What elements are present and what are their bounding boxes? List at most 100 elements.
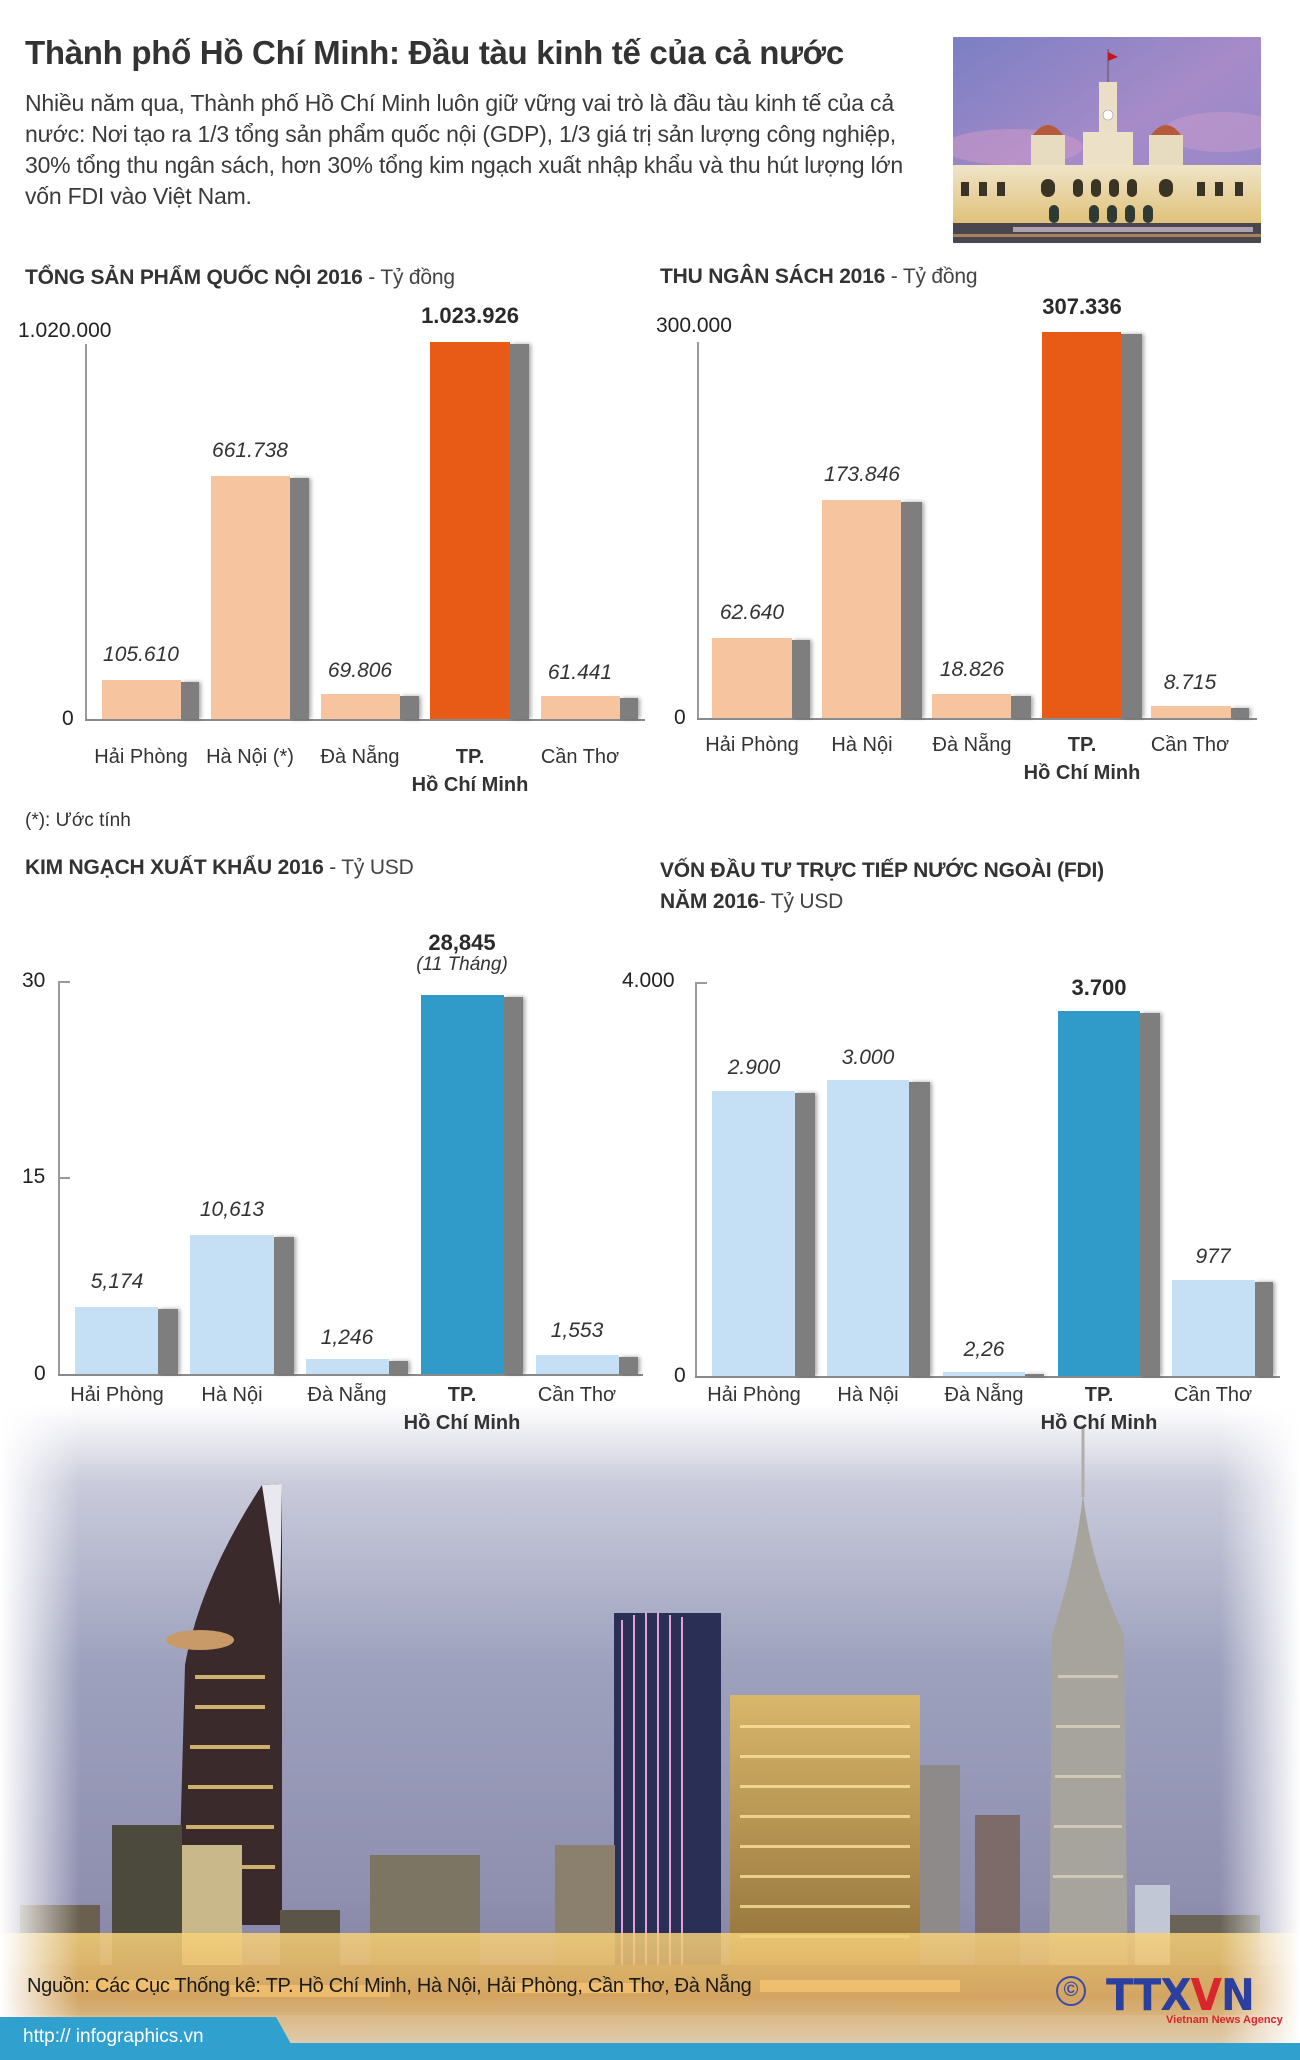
exports-ytick-30: 30 [22,969,46,992]
budget-bar-hai-phong [712,638,792,718]
budget-bar-da-nang [932,694,1011,718]
fdi-value-hcm: 3.700 [1071,975,1127,1000]
budget-bar-shadow [1011,696,1031,718]
fdi-chart-title: VỐN ĐẦU TƯ TRỰC TIẾP NƯỚC NGOÀI (FDI) NĂ… [660,855,1104,917]
exports-cat-da-nang: Đà Nẵng [307,1384,387,1406]
gdp-cat-can-tho: Cần Thơ [540,746,620,768]
intro-paragraph: Nhiều năm qua, Thành phố Hồ Chí Minh luô… [25,90,903,209]
gdp-bar-shadow [510,344,529,719]
budget-ytick-max: 300.000 [656,314,732,337]
exports-bar-shadow [158,1309,178,1374]
gdp-cat-ha-noi: Hà Nội (*) [206,746,294,768]
exports-tick-15 [58,1177,70,1179]
copyright-icon: © [1056,1976,1086,2006]
exports-bar-hcm [421,995,504,1374]
budget-bar-ha-noi [822,500,901,718]
fdi-bar-shadow [909,1082,930,1376]
logo-text-v: V [1190,1970,1222,2021]
gdp-cat-da-nang: Đà Nẵng [320,746,400,768]
budget-unit: - Tỷ đồng [890,265,978,288]
exports-bar-shadow [504,997,523,1374]
fdi-cat-ha-noi: Hà Nội [837,1384,899,1406]
fdi-cat-can-tho: Cần Thơ [1173,1384,1253,1406]
gdp-value-ha-noi: 661.738 [212,439,288,462]
gdp-x-axis [85,719,645,721]
budget-x-axis [697,718,1257,720]
fdi-title-line1: VỐN ĐẦU TƯ TRỰC TIẾP NƯỚC NGOÀI (FDI) [660,859,1104,882]
gdp-y-axis [85,344,87,720]
exports-bar-shadow [619,1357,638,1374]
exports-ytick-15: 15 [22,1165,46,1188]
fdi-bar-hcm [1058,1011,1140,1376]
budget-cat-da-nang: Đà Nẵng [932,734,1012,756]
budget-ytick-zero: 0 [674,706,686,729]
city-hall-image-icon [953,37,1261,243]
gdp-title-text: TỔNG SẢN PHẨM QUỐC NỘI 2016 [25,266,363,289]
exports-cat-hai-phong: Hải Phòng [70,1384,164,1406]
budget-bar-shadow [1121,334,1142,718]
budget-bar-shadow [1231,708,1249,718]
exports-value-hcm-number: 28,845 [428,930,496,955]
exports-bar-can-tho [536,1355,619,1374]
budget-value-can-tho: 8.715 [1163,671,1217,694]
budget-cat-ha-noi: Hà Nội [831,734,893,756]
gdp-bar-shadow [290,478,309,719]
exports-x-axis [58,1374,643,1376]
exports-bar-shadow [389,1361,408,1374]
exports-cat-hcm-line2: Hồ Chí Minh [403,1412,521,1434]
fdi-cat-hcm-line2: Hồ Chí Minh [1040,1412,1158,1434]
exports-value-hai-phong: 5,174 [90,1270,144,1293]
fdi-y-axis [695,982,697,1376]
budget-cat-hcm-line1: TP. [1067,734,1097,756]
fdi-bar-da-nang [943,1372,1025,1376]
exports-value-ha-noi: 10,613 [199,1198,265,1221]
budget-bar-shadow [901,502,922,718]
fdi-value-ha-noi: 3.000 [841,1046,895,1069]
exports-bar-shadow [274,1237,294,1374]
footer-url-link[interactable]: http:// infographics.vn [23,2026,204,2047]
skyline-photo [0,1405,1300,2060]
fdi-cat-hai-phong: Hải Phòng [707,1384,801,1406]
fdi-bar-shadow [1025,1374,1044,1376]
gdp-value-hcm: 1.023.926 [421,303,519,328]
fdi-title-line2: NĂM 2016 [660,890,759,913]
budget-value-hcm: 307.336 [1042,294,1122,319]
fdi-bar-shadow [1255,1282,1273,1376]
budget-cat-can-tho: Cần Thơ [1150,734,1230,756]
gdp-unit: - Tỷ đồng [368,266,455,289]
exports-cat-hcm-line1: TP. [447,1384,477,1406]
logo-text-n: N [1221,1970,1255,2021]
fdi-cat-da-nang: Đà Nẵng [944,1384,1024,1406]
logo-text-ttx: TTX [1106,1970,1192,2021]
fdi-value-can-tho: 977 [1195,1245,1231,1268]
budget-cat-hcm: TP. Hồ Chí Minh [1024,731,1141,787]
fdi-ytick-max: 4.000 [622,969,675,992]
exports-cat-can-tho: Cần Thơ [537,1384,617,1406]
gdp-cat-hcm-line1: TP. [455,746,485,768]
budget-chart-title: THU NGÂN SÁCH 2016 - Tỷ đồng [660,265,977,289]
exports-tick-30 [58,981,70,983]
fdi-bar-ha-noi [827,1080,909,1376]
city-hall-photo [953,37,1261,243]
gdp-bar-shadow [400,696,419,719]
page-title: Thành phố Hồ Chí Minh: Đầu tàu kinh tế c… [25,34,844,71]
exports-value-hcm: 28,845 (11 Tháng) [416,930,508,976]
estimate-note: (*): Ước tính [25,810,131,831]
fdi-unit: - Tỷ USD [758,890,844,913]
budget-cat-hcm-line2: Hồ Chí Minh [1023,762,1141,784]
fdi-value-hai-phong: 2.900 [727,1056,781,1079]
gdp-cat-hcm: TP. Hồ Chí Minh [412,743,529,799]
gdp-chart-title: TỔNG SẢN PHẨM QUỐC NỘI 2016 - Tỷ đồng [25,266,455,290]
gdp-bar-hai-phong [102,680,181,719]
exports-ytick-0: 0 [34,1362,46,1385]
budget-bar-shadow [792,640,810,718]
exports-value-can-tho: 1,553 [550,1319,604,1342]
source-note: Nguồn: Các Cục Thống kê: TP. Hồ Chí Minh… [27,1975,752,1997]
ttxvn-logo: TTXVN [1106,1974,1255,2018]
fdi-tick-max [695,982,707,984]
city-skyline-icon [0,1405,1300,2060]
budget-value-hai-phong: 62.640 [719,601,785,624]
exports-value-da-nang: 1,246 [320,1326,374,1349]
exports-chart-title: KIM NGẠCH XUẤT KHẨU 2016 - Tỷ USD [25,856,414,880]
gdp-bar-shadow [620,698,638,719]
